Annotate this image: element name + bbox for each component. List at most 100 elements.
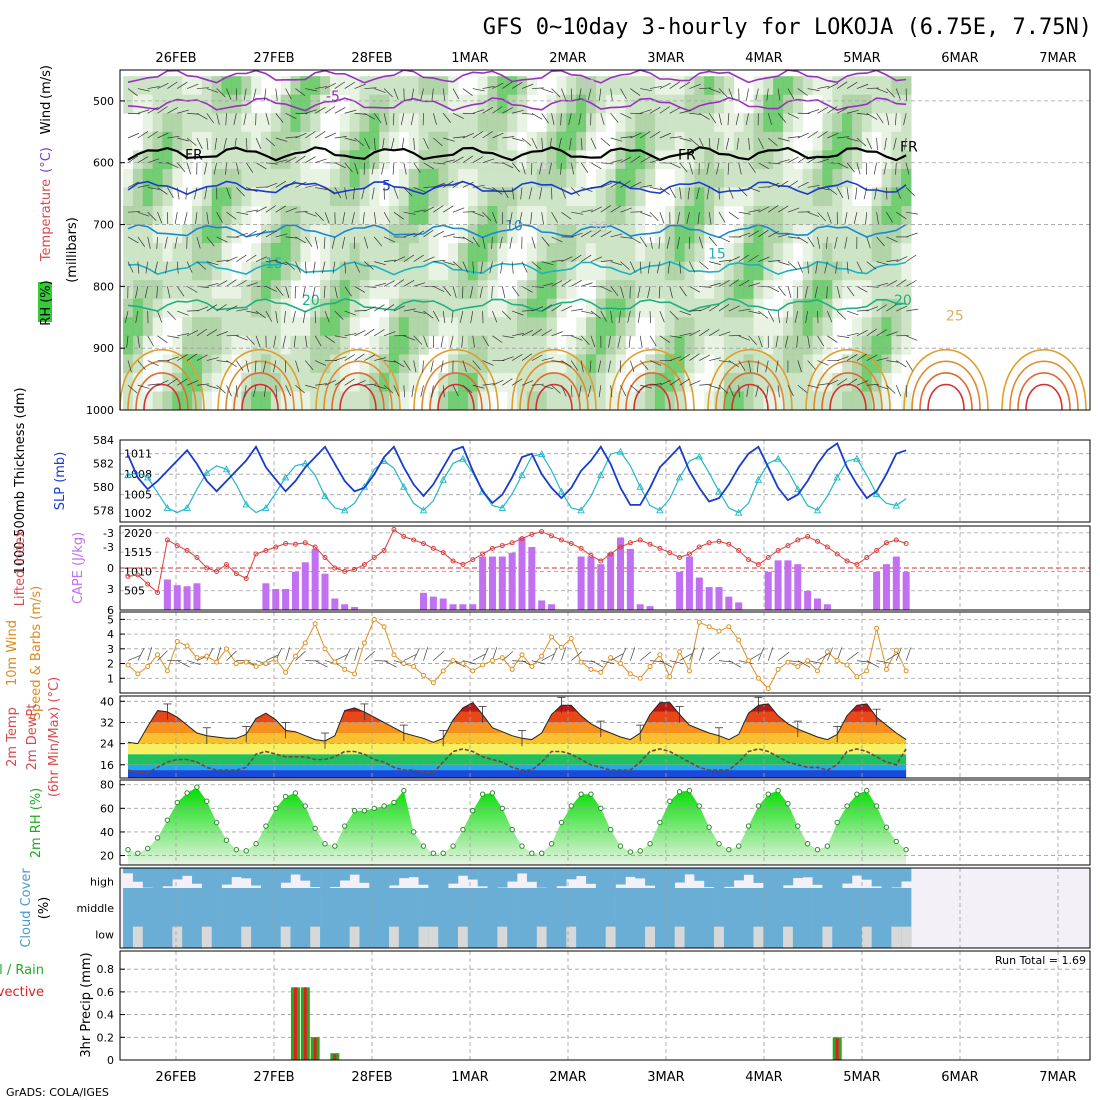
middle-low-cloud-cell <box>576 888 587 948</box>
isotherm-dome <box>1009 360 1079 411</box>
wind-barb <box>886 259 899 262</box>
high-cloud-cell <box>674 868 685 883</box>
rh-shading-cell <box>901 113 912 133</box>
wind-speed-point <box>361 640 367 646</box>
wind-barb <box>718 280 730 287</box>
rh-shading-cell <box>891 243 902 263</box>
rh-point <box>450 843 456 849</box>
rh-shading-cell <box>339 150 351 170</box>
rh-shading-cell <box>359 261 370 281</box>
wind-barb <box>689 162 694 175</box>
wind-barb <box>844 236 848 249</box>
rh-shading-cell <box>576 187 587 207</box>
rh-shading-cell <box>359 168 370 188</box>
wind-barb <box>137 184 150 188</box>
rh-point <box>686 787 693 794</box>
low-cloud-gap <box>783 926 794 948</box>
middle-low-cloud-cell <box>507 888 518 948</box>
wind-barb <box>472 360 481 370</box>
rh-shading-cell <box>881 335 892 355</box>
high-cloud-cell <box>694 868 705 881</box>
rh-shading-cell <box>467 113 479 133</box>
rh-shading-cell <box>881 224 892 244</box>
rh-shading-cell <box>123 224 134 244</box>
wind-barb <box>512 109 524 114</box>
rh-shading-cell <box>152 261 163 281</box>
rh-shading-cell <box>398 94 410 114</box>
rh-point <box>519 843 525 849</box>
wind-barb <box>177 354 188 361</box>
rh-shading-cell <box>881 206 892 225</box>
wind-barb <box>669 335 682 339</box>
rh-shading-cell <box>733 261 745 281</box>
y-tick-label: 40 <box>100 695 114 708</box>
wind-barb <box>797 181 809 188</box>
rh-shading-cell <box>704 168 715 188</box>
middle-low-cloud-cell <box>211 888 222 948</box>
wind-barb <box>640 88 653 92</box>
wind-barb <box>630 385 640 394</box>
rh-shading-cell <box>576 243 587 263</box>
rh-shading-cell <box>743 243 754 263</box>
wind-barb <box>571 211 584 215</box>
rh-shading-cell <box>556 206 567 225</box>
rh-shading-cell <box>674 372 685 392</box>
rh-shading-cell <box>251 187 262 207</box>
rh-shading-cell <box>408 150 419 170</box>
rh-shading-cell <box>783 168 794 188</box>
rh-point <box>607 826 614 833</box>
wind-barb <box>807 109 820 114</box>
rh-shading-cell <box>448 131 459 151</box>
rh-shading-cell <box>901 224 912 244</box>
rh-point <box>312 825 318 832</box>
wind-barb <box>718 236 731 243</box>
rh-shading-cell <box>694 206 705 225</box>
wind-barb <box>766 385 769 398</box>
lifted-index-point <box>746 557 752 563</box>
wind-barb <box>686 212 690 224</box>
wind-barb <box>431 88 434 101</box>
wind-barb <box>315 158 327 164</box>
rh-shading-cell <box>349 150 360 170</box>
rh-shading-cell <box>192 224 203 244</box>
rh-shading-cell <box>812 298 823 318</box>
wind-barb <box>305 156 316 164</box>
rh-shading-cell <box>270 224 282 244</box>
rh-shading-cell <box>192 94 203 114</box>
middle-low-cloud-cell <box>438 888 449 948</box>
wind-axis-subtitle: Speed & Barbs (m/s) <box>29 586 44 721</box>
wind-barb <box>748 230 760 238</box>
wind-barb <box>472 156 484 164</box>
wind-barb <box>797 155 808 164</box>
rh-point <box>854 791 860 797</box>
wind-barb <box>817 652 830 661</box>
rh-shading-cell <box>251 261 262 281</box>
wind-barb <box>344 109 357 114</box>
wind-barb <box>176 286 185 297</box>
rh-shading-cell <box>763 243 774 263</box>
high-cloud-cell <box>595 868 607 889</box>
rh-shading-cell <box>428 168 439 188</box>
rh-shading-cell <box>595 280 607 300</box>
rh-shading-cell <box>783 391 794 411</box>
wind-barb <box>620 647 627 661</box>
rh-shading-cell <box>408 372 419 392</box>
rh-shading-cell <box>851 76 863 96</box>
wind-barb <box>531 137 538 150</box>
thickness-point <box>203 468 211 476</box>
wind-barb <box>886 652 899 661</box>
wind-barb <box>410 113 414 126</box>
wind-barb <box>794 311 799 323</box>
rh-point <box>716 841 722 847</box>
lifted-index-point <box>174 543 180 549</box>
wind-barb <box>354 380 366 386</box>
rh-shading-cell <box>457 168 469 188</box>
wind-barb <box>669 310 679 320</box>
rh-shading-cell <box>132 206 144 225</box>
wind-barb <box>295 88 306 97</box>
middle-low-cloud-cell <box>418 888 429 948</box>
wind-barb <box>265 137 276 147</box>
wind-barb <box>482 106 494 114</box>
y-tick-label: 500 <box>93 95 114 108</box>
